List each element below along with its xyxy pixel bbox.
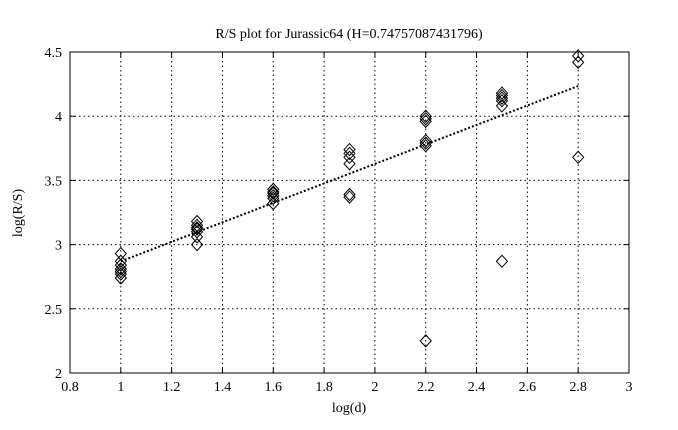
data-point-diamond [572,49,585,63]
data-point-diamond [419,133,432,148]
fit-line [120,85,579,263]
data-point-diamond [267,189,280,203]
data-point-diamond [495,91,509,105]
data-point-diamond [114,267,127,281]
x-tick-label: 1.8 [315,380,333,395]
y-tick-label: 4.5 [45,46,63,61]
chart-title: R/S plot for Jurassic64 (H=0.74757087431… [215,27,483,42]
data-point-diamond [114,262,127,276]
data-point-diamond [267,196,280,211]
data-point-diamond [190,221,204,235]
y-tick-label: 2.5 [45,303,63,318]
y-tick-label: 3.5 [45,174,63,189]
axis-ticks [69,51,630,374]
data-point-diamond [495,99,509,113]
data-point-diamond [190,222,204,236]
x-tick-label: 2.2 [417,380,435,395]
grid-lines [70,52,629,373]
data-point-diamond [419,112,432,126]
data-point-diamond [343,142,356,157]
y-tick-label: 3 [55,239,62,254]
data-point-diamond [267,182,280,197]
x-tick-label: 2.4 [468,380,486,395]
data-point-diamond [114,271,127,285]
data-point-diamond [343,190,356,204]
data-point-diamond [419,114,432,129]
data-point-diamond [419,334,432,348]
x-tick-label: 1.6 [265,380,283,395]
data-point-diamond [343,156,356,171]
data-point-diamond [343,146,356,161]
data-point-diamond [572,150,585,165]
data-point-diamond [114,264,127,279]
x-tick-label: 2.6 [519,380,537,395]
data-point-diamond [267,186,280,200]
x-tick-label: 2.8 [569,380,587,395]
x-tick-label: 1.2 [163,380,181,395]
data-point-diamond [419,138,432,153]
data-point-diamond [495,88,509,103]
data-point-diamond [114,258,127,272]
data-point-diamond [190,230,204,244]
data-point-diamond [419,109,432,123]
data-point-diamond [267,191,280,206]
data-point-diamond [419,136,432,150]
fit-line-layer [120,85,579,263]
data-point-diamond [190,225,204,239]
x-tick-label: 2 [371,380,378,395]
x-tick-label: 1 [117,380,124,395]
data-point-diamond [572,55,585,70]
data-point-diamond [495,86,509,100]
y-tick-label: 4 [55,110,62,125]
x-axis-label: log(d) [332,401,367,416]
y-tick-label: 2 [55,367,62,382]
data-points [114,49,585,348]
data-point-diamond [190,214,204,229]
data-point-diamond [495,254,509,269]
data-point-diamond [343,150,356,165]
tick-labels: 0.8 1 1.2 1.4 1.6 1.8 2 2.2 2.4 2.6 2.8 3 2 2.5 3 3.5 4 4… [45,46,633,395]
y-axis-label: log(R/S) [11,189,26,238]
data-point-diamond [114,254,127,269]
x-tick-label: 3 [626,380,633,395]
x-tick-label: 1.4 [214,380,232,395]
plot-area-frame [69,51,630,374]
data-point-diamond [343,187,356,202]
x-tick-label: 0.8 [61,380,79,395]
data-point-diamond [190,237,204,252]
data-point-diamond [114,246,127,261]
data-point-diamond [495,94,509,108]
